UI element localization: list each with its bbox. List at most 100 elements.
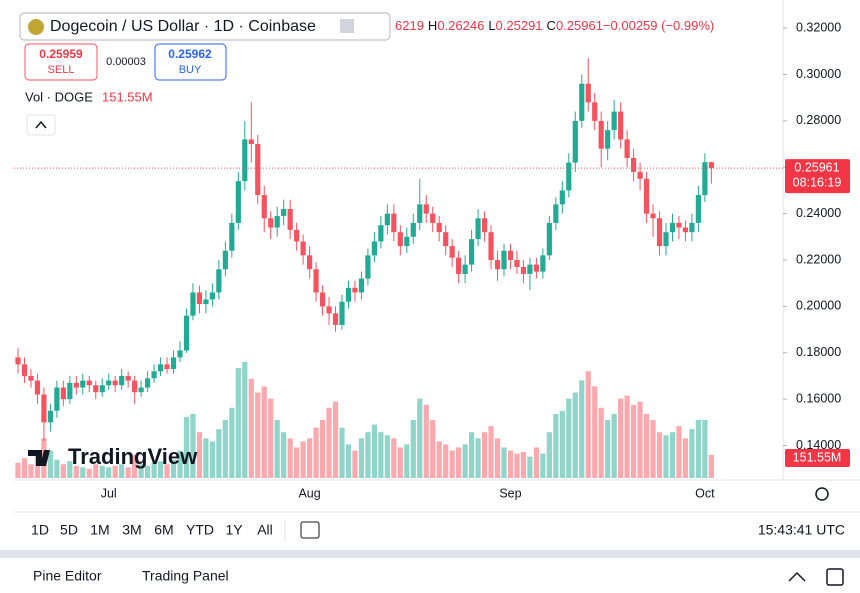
volume-bar (579, 380, 585, 478)
legend-value: −0.00259 (−0.99%) (603, 18, 714, 33)
range-button[interactable]: 1Y (225, 522, 243, 538)
candle-body (527, 264, 533, 274)
volume-bar (520, 452, 527, 478)
candle-body (546, 222, 552, 256)
volume-bar (248, 378, 254, 478)
candle-body (631, 157, 637, 172)
range-button[interactable]: 1D (31, 522, 49, 538)
candle-body (125, 375, 131, 381)
y-tick-label: 0.18000 (796, 345, 841, 359)
volume-bar (86, 468, 92, 478)
volume-bar (138, 464, 144, 478)
candle-body (397, 232, 403, 247)
plot: 0.320000.300000.280000.260000.240000.220… (14, 20, 850, 500)
candle-body (268, 218, 274, 228)
volume-bar (106, 467, 112, 478)
volume-bar (365, 432, 371, 478)
volume-bar (287, 438, 293, 478)
y-tick-label: 0.28000 (796, 113, 841, 127)
range-button[interactable]: 1M (90, 522, 109, 538)
volume-bar (553, 413, 559, 478)
volume-bar (527, 456, 533, 478)
candle-body (99, 385, 105, 393)
candle-body (60, 387, 66, 400)
volume-bar (637, 401, 643, 478)
candle-body (611, 111, 617, 131)
candle-body (164, 364, 170, 370)
candle-body (222, 250, 228, 270)
tab[interactable]: Trading Panel (142, 568, 229, 584)
volume-bar (60, 464, 66, 478)
settings-icon[interactable] (815, 487, 829, 501)
range-button[interactable]: 5D (60, 522, 78, 538)
volume-bar (229, 407, 235, 478)
expand-icon[interactable] (788, 571, 806, 582)
volume-bar (196, 432, 203, 478)
volume-bar (326, 407, 332, 478)
legend-value: 6219 (395, 18, 424, 33)
candle-body (326, 306, 332, 314)
volume-bar (145, 465, 151, 478)
candle-body (73, 382, 79, 388)
volume-bar (274, 420, 280, 478)
range-button[interactable]: All (257, 522, 273, 538)
volume-bar (708, 454, 714, 478)
volume-bar (384, 435, 390, 478)
volume-bar (371, 424, 377, 478)
volume-bar (546, 432, 552, 478)
volume-bar (695, 420, 701, 478)
volume-bar (423, 404, 429, 478)
volume-bar (494, 438, 501, 478)
candle-body (643, 178, 650, 214)
candle-body (157, 364, 164, 372)
candle-body (365, 255, 371, 279)
candle-body (378, 225, 384, 242)
volume-bar (54, 459, 60, 478)
candle-body (507, 250, 514, 261)
candle-body (708, 162, 714, 169)
volume-bar (618, 398, 624, 478)
symbol-box[interactable] (19, 12, 391, 41)
volume-bar (462, 444, 468, 478)
candle-body (196, 292, 203, 305)
candle-body (592, 102, 598, 121)
calendar-icon[interactable] (300, 521, 320, 539)
candle-body (656, 218, 663, 247)
volume-bar (93, 464, 99, 478)
volume-bar (669, 432, 676, 478)
volume-bar (21, 458, 28, 478)
x-tick-label: Oct (695, 486, 715, 500)
legend-value: 0.25961 (556, 18, 603, 33)
maximize-icon[interactable] (826, 568, 844, 586)
range-button[interactable]: 3M (122, 522, 141, 538)
volume-bar (28, 464, 34, 478)
buy-button[interactable] (154, 43, 227, 81)
volume-bar (235, 368, 241, 478)
candle-body (618, 111, 624, 140)
x-tick-label: Aug (298, 486, 320, 500)
y-tick-label: 0.14000 (796, 438, 841, 452)
candle-body (47, 410, 53, 423)
candle-body (190, 292, 196, 316)
candle-body (501, 250, 507, 270)
legend-value: C (547, 18, 556, 33)
collapse-button[interactable] (26, 114, 56, 136)
volume-bar (183, 416, 190, 478)
volume-bar (605, 420, 611, 478)
sell-button[interactable] (24, 43, 98, 81)
candle-body (112, 380, 118, 386)
volume-bar (313, 427, 319, 478)
candle-body (203, 299, 209, 305)
volume-bar (456, 447, 462, 478)
volume-bar (339, 427, 345, 478)
volume-bar (624, 395, 630, 478)
volume-bar (261, 386, 267, 478)
tab[interactable]: Pine Editor (33, 568, 102, 584)
range-button[interactable]: YTD (186, 522, 214, 538)
candle-body (533, 264, 539, 272)
range-button[interactable]: 6M (154, 522, 173, 538)
volume-bar (430, 420, 436, 478)
candle-body (676, 222, 682, 228)
volume-bar (112, 465, 118, 478)
